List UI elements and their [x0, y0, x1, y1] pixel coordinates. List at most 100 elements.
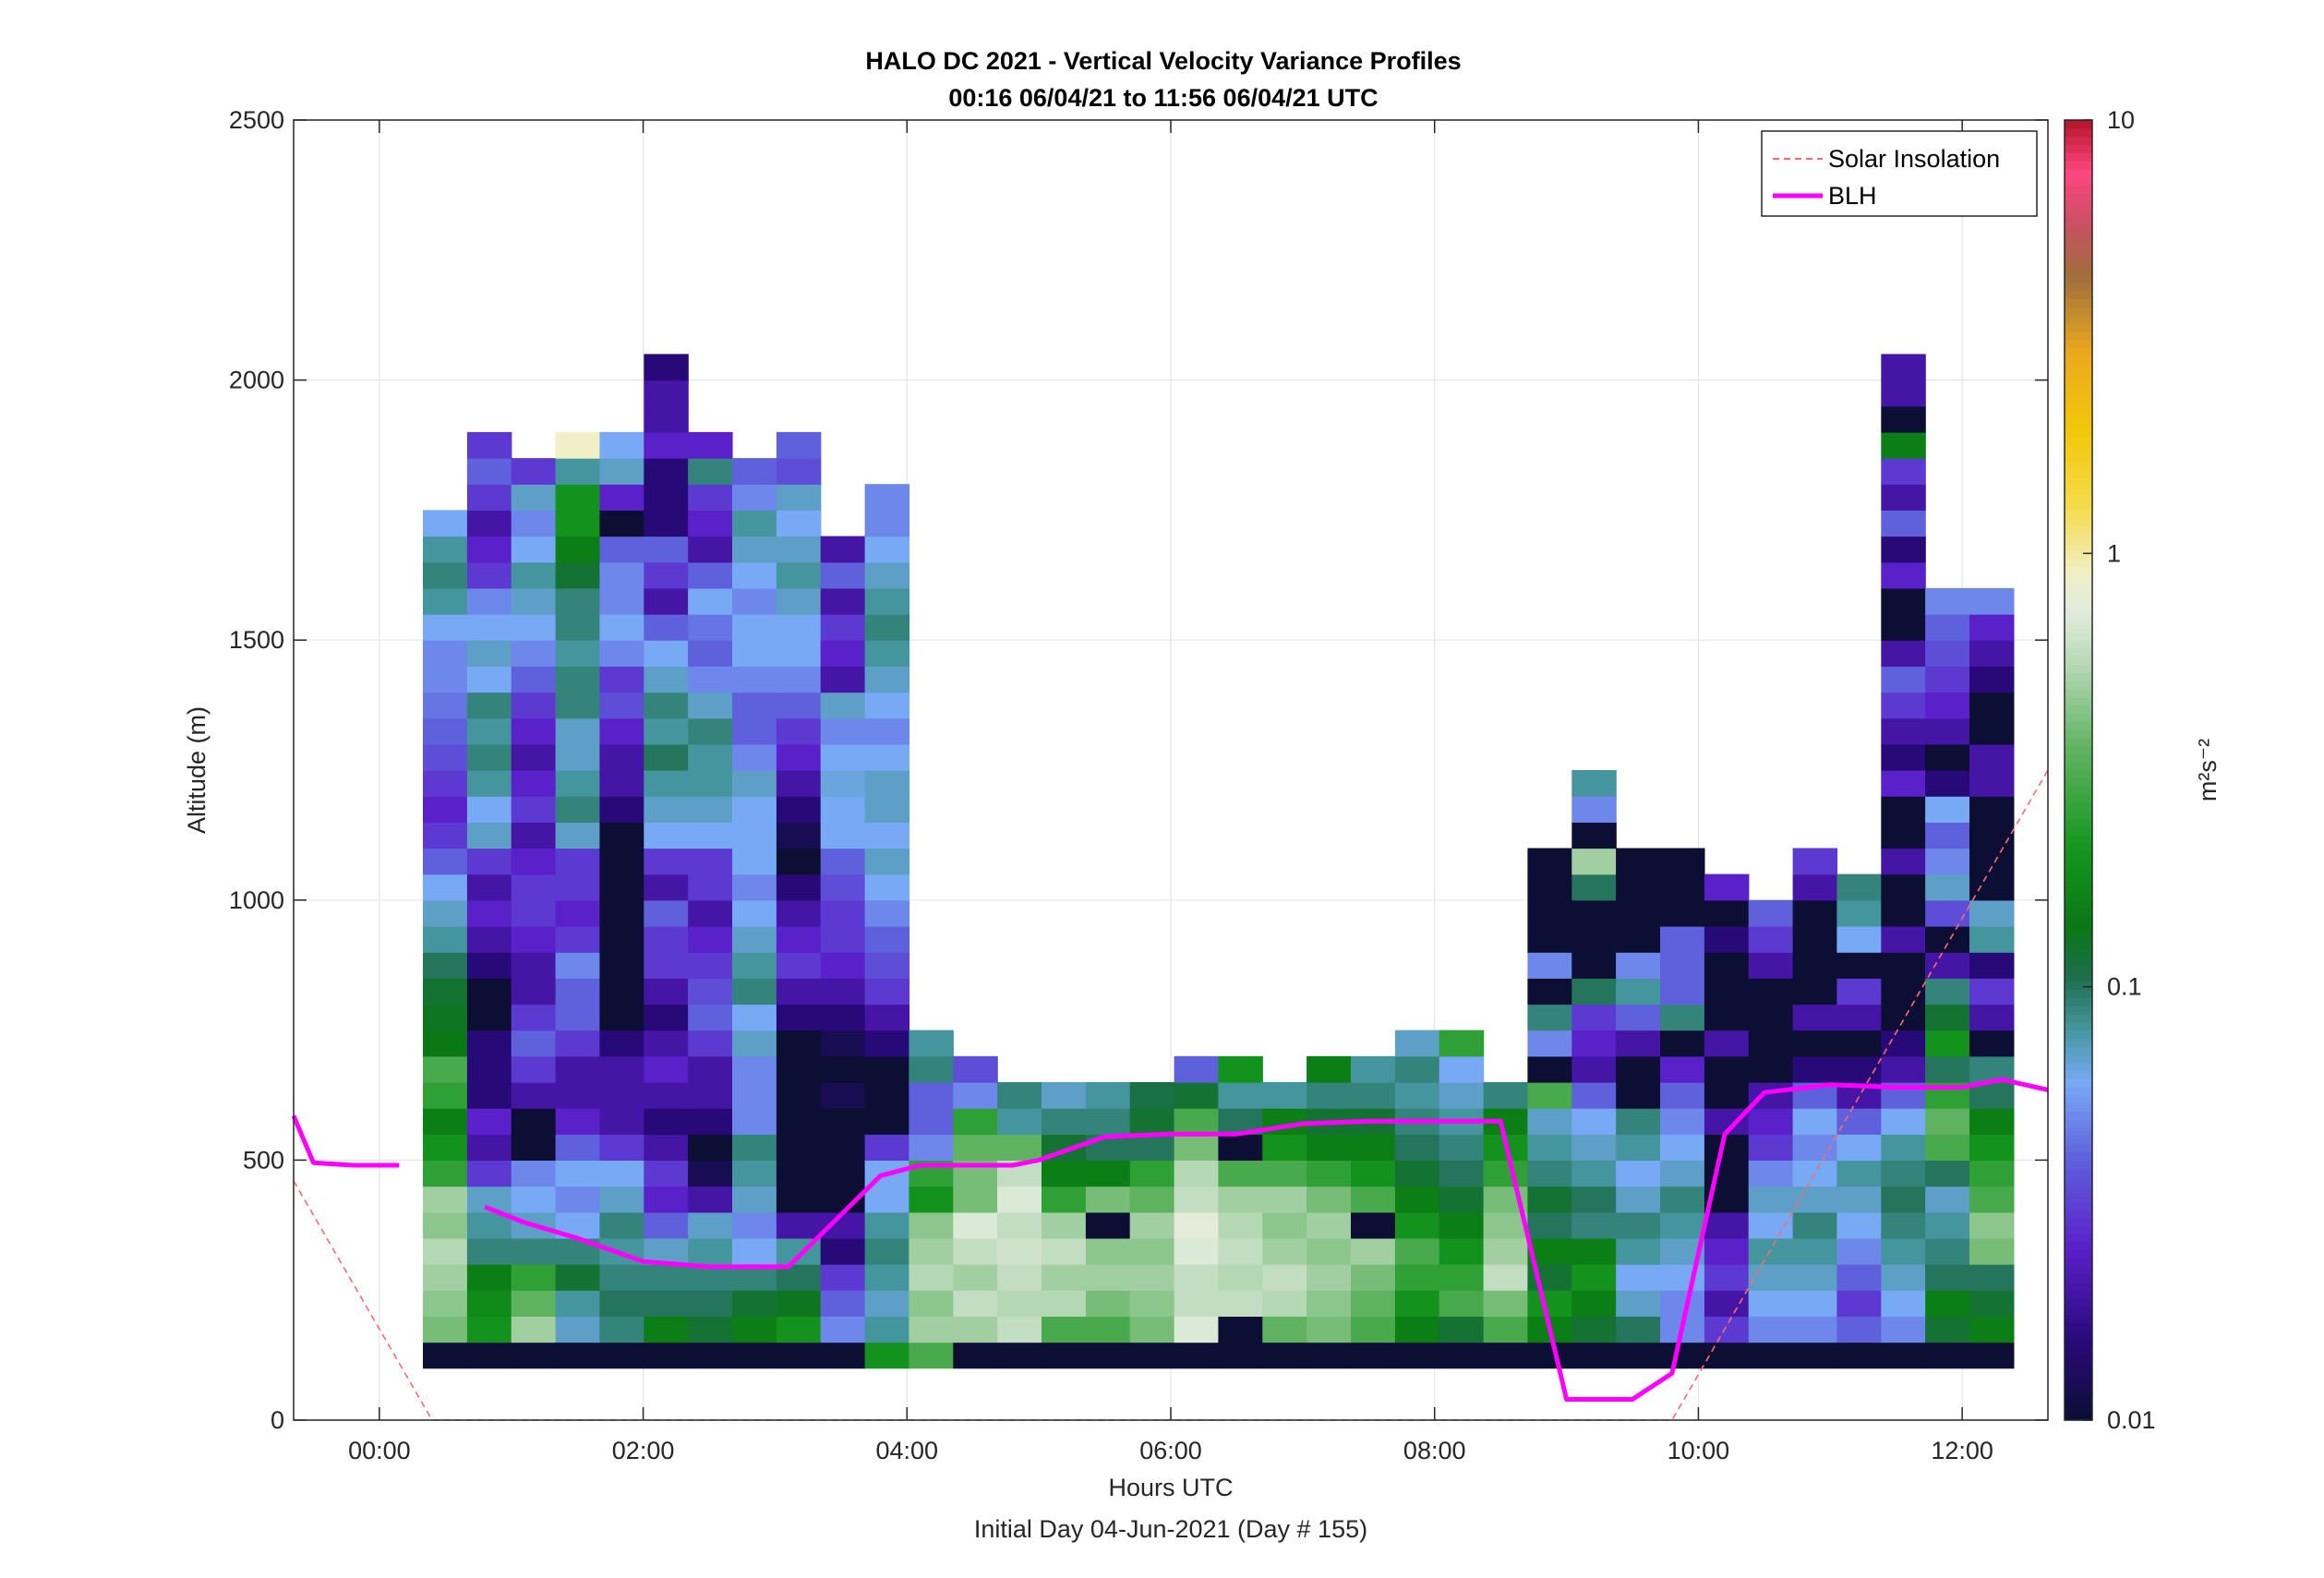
colorbar-cell: [2065, 859, 2092, 869]
heatmap-cell: [423, 1160, 468, 1187]
heatmap-cell: [1969, 822, 2015, 849]
chart-subtitle: 00:16 06/04/21 to 11:56 06/04/21 UTC: [948, 84, 1378, 112]
heatmap-cell: [1660, 1186, 1705, 1213]
heatmap-cell: [644, 405, 689, 433]
heatmap-cell: [644, 1030, 689, 1057]
heatmap-cell: [511, 1186, 557, 1213]
heatmap-cell: [776, 1211, 822, 1239]
heatmap-cell: [1129, 1081, 1175, 1109]
colorbar-cell: [2065, 843, 2092, 852]
heatmap-cell: [423, 1264, 468, 1291]
colorbar-cell: [2065, 274, 2092, 283]
heatmap-cell: [1969, 1160, 2015, 1187]
heatmap-cell: [1792, 1134, 1838, 1161]
heatmap-cell: [776, 1186, 822, 1213]
heatmap-cell: [1792, 926, 1838, 953]
heatmap-cell: [423, 1004, 468, 1031]
heatmap-cell: [1129, 1342, 1175, 1369]
colorbar-cell: [2065, 867, 2092, 876]
heatmap-cell: [820, 822, 866, 849]
heatmap-cell: [644, 1316, 689, 1343]
heatmap-cell: [644, 873, 689, 901]
heatmap-cell: [1881, 822, 1926, 849]
heatmap-cell: [864, 1264, 910, 1291]
heatmap-cell: [909, 1030, 954, 1057]
heatmap-cell: [776, 587, 822, 615]
heatmap-cell: [864, 873, 910, 901]
heatmap-cell: [1881, 458, 1926, 485]
heatmap-cell: [644, 484, 689, 511]
heatmap-cell: [1571, 1211, 1617, 1239]
heatmap-cell: [555, 1316, 601, 1343]
colorbar-cell: [2065, 486, 2092, 495]
heatmap-cell: [423, 536, 468, 563]
heatmap-cell: [1704, 1055, 1750, 1083]
heatmap-cell: [1836, 1237, 1882, 1265]
heatmap-cell: [820, 796, 866, 823]
heatmap-cell: [776, 1030, 822, 1057]
heatmap-cell: [1616, 926, 1661, 953]
heatmap-cell: [688, 1055, 733, 1083]
heatmap-cell: [599, 536, 644, 563]
heatmap-cell: [688, 1186, 733, 1213]
heatmap-cell: [1571, 1342, 1617, 1369]
heatmap-cell: [1881, 926, 1926, 953]
heatmap-cell: [1351, 1081, 1396, 1109]
heatmap-cell: [776, 666, 822, 693]
heatmap-cell: [1660, 1264, 1705, 1291]
heatmap-cell: [1439, 1055, 1485, 1083]
heatmap-cell: [1792, 1160, 1838, 1187]
heatmap-cell: [864, 666, 910, 693]
heatmap-cell: [1439, 1081, 1485, 1109]
heatmap-cell: [820, 1030, 866, 1057]
heatmap-cell: [732, 1108, 777, 1135]
heatmap-cell: [466, 666, 512, 693]
heatmap-cell: [1616, 1186, 1661, 1213]
heatmap-cell: [997, 1108, 1042, 1135]
colorbar-cell: [2065, 542, 2092, 551]
colorbar-cell: [2065, 745, 2092, 754]
heatmap-cell: [732, 1316, 777, 1343]
heatmap-cell: [1748, 1342, 1794, 1369]
heatmap-cell: [820, 587, 866, 615]
colorbar-cell: [2065, 323, 2092, 332]
heatmap-cell: [1881, 1030, 1926, 1057]
heatmap-cell: [1969, 899, 2015, 927]
colorbar-cell: [2065, 696, 2092, 706]
y-tick-label: 0: [271, 1406, 284, 1434]
heatmap-cell: [909, 1211, 954, 1239]
heatmap-cell: [511, 926, 557, 953]
heatmap-cell: [1925, 1264, 1970, 1291]
heatmap-cell: [599, 978, 644, 1006]
heatmap-cell: [1881, 354, 1926, 381]
heatmap-cell: [909, 1264, 954, 1291]
heatmap-cell: [732, 614, 777, 641]
heatmap-cell: [1616, 848, 1661, 875]
heatmap-cell: [1483, 1316, 1529, 1343]
heatmap-cell: [1527, 848, 1572, 875]
colorbar-cell: [2065, 225, 2092, 235]
heatmap-cell: [599, 926, 644, 953]
heatmap-cell: [776, 484, 822, 511]
heatmap-cell: [423, 822, 468, 849]
heatmap-cell: [1969, 743, 2015, 771]
heatmap-cell: [864, 743, 910, 771]
heatmap-cell: [1969, 614, 2015, 641]
heatmap-cell: [511, 743, 557, 771]
heatmap-cell: [776, 873, 822, 901]
heatmap-cell: [644, 926, 689, 953]
heatmap-cell: [1174, 1264, 1220, 1291]
heatmap-cell: [511, 1004, 557, 1031]
heatmap-cell: [1616, 1004, 1661, 1031]
heatmap-cell: [466, 899, 512, 927]
heatmap-cell: [1792, 1316, 1838, 1343]
heatmap-cell: [423, 1030, 468, 1057]
colorbar-cell: [2065, 713, 2092, 722]
heatmap-cell: [1748, 1186, 1794, 1213]
heatmap-cell: [688, 743, 733, 771]
colorbar-cell: [2065, 347, 2092, 356]
heatmap-cell: [511, 1055, 557, 1083]
heatmap-cell: [423, 1055, 468, 1083]
heatmap-cell: [820, 1055, 866, 1083]
heatmap-cell: [599, 848, 644, 875]
